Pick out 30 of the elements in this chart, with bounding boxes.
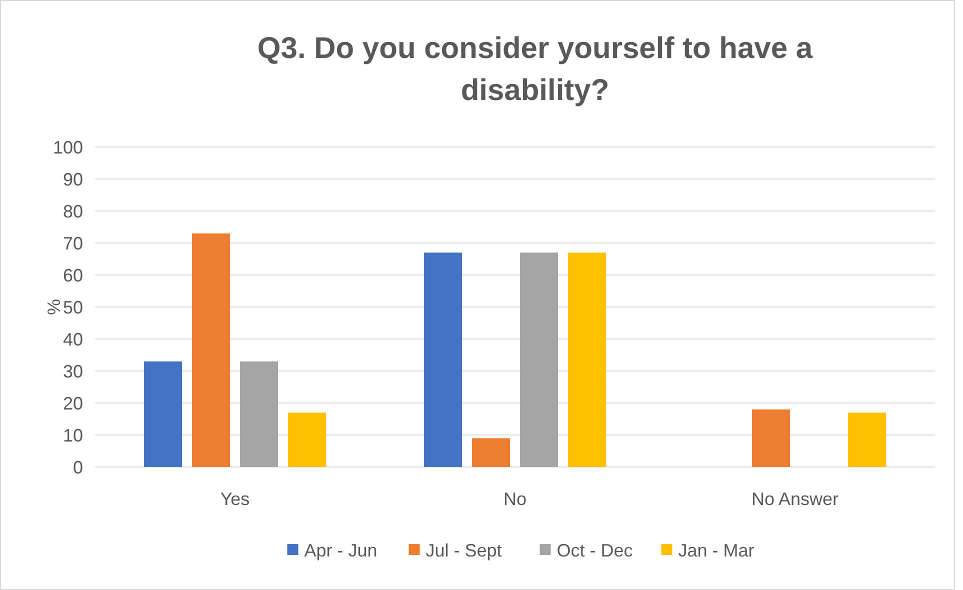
- legend-label: Apr - Jun: [304, 540, 378, 560]
- legend-label: Jan - Mar: [678, 540, 754, 560]
- y-tick-label: 50: [62, 297, 83, 318]
- legend-label: Oct - Dec: [556, 540, 633, 560]
- y-tick-label: 80: [62, 201, 83, 222]
- y-tick-label: 90: [62, 169, 83, 190]
- y-axis-title: %: [44, 298, 64, 316]
- y-tick-label: 20: [62, 393, 83, 414]
- bar: [192, 233, 230, 467]
- y-tick-label: 100: [52, 137, 83, 158]
- bar: [240, 361, 278, 467]
- bar: [752, 409, 790, 467]
- bar: [144, 361, 182, 467]
- bar: [472, 438, 510, 467]
- bar: [568, 252, 606, 467]
- y-tick-label: 10: [62, 425, 83, 446]
- y-tick-label: 0: [72, 457, 83, 478]
- x-tick-label: No Answer: [751, 489, 839, 509]
- x-tick-label: Yes: [220, 489, 250, 509]
- legend-label: Jul - Sept: [426, 540, 502, 560]
- bar: [288, 412, 326, 467]
- y-tick-label: 70: [62, 233, 83, 254]
- y-tick-label: 30: [62, 361, 83, 382]
- chart-title: Q3. Do you consider yourself to have a disability?: [257, 32, 813, 107]
- bar: [848, 412, 886, 467]
- bar: [424, 252, 462, 467]
- y-tick-label: 40: [62, 329, 83, 350]
- x-tick-label: No: [503, 489, 527, 509]
- y-tick-label: 60: [62, 265, 83, 286]
- bar: [520, 252, 558, 467]
